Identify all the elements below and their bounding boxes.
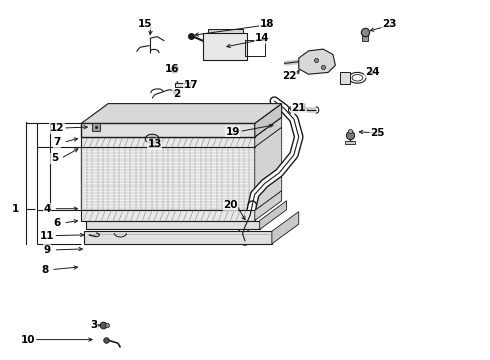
- Text: 12: 12: [49, 123, 64, 133]
- Text: 24: 24: [365, 67, 379, 77]
- Text: 1: 1: [12, 204, 19, 214]
- Bar: [345, 140, 355, 144]
- Text: 11: 11: [40, 231, 54, 240]
- Polygon shape: [272, 212, 299, 244]
- Text: 15: 15: [138, 19, 152, 29]
- Text: 8: 8: [41, 265, 49, 275]
- Polygon shape: [81, 104, 282, 123]
- Text: 25: 25: [369, 129, 384, 138]
- Text: 4: 4: [44, 204, 51, 214]
- Text: 18: 18: [260, 19, 274, 29]
- Polygon shape: [255, 127, 282, 211]
- Text: 6: 6: [53, 218, 60, 228]
- Bar: [174, 83, 188, 87]
- Text: 17: 17: [184, 80, 198, 90]
- Text: 3: 3: [90, 320, 97, 330]
- Polygon shape: [255, 117, 282, 147]
- Bar: [340, 72, 350, 84]
- Polygon shape: [84, 231, 272, 244]
- Text: 10: 10: [20, 334, 35, 345]
- Text: 5: 5: [51, 153, 58, 163]
- Polygon shape: [81, 123, 255, 137]
- Polygon shape: [81, 137, 255, 147]
- Text: 7: 7: [53, 138, 61, 147]
- Polygon shape: [299, 49, 335, 74]
- Text: 2: 2: [173, 89, 180, 99]
- Text: 19: 19: [225, 127, 240, 136]
- Polygon shape: [81, 211, 255, 221]
- Polygon shape: [260, 201, 287, 229]
- Text: 20: 20: [223, 200, 238, 210]
- Text: 21: 21: [292, 103, 306, 113]
- Polygon shape: [255, 191, 282, 221]
- Text: 9: 9: [44, 245, 50, 255]
- Text: 16: 16: [165, 64, 179, 74]
- Polygon shape: [255, 104, 282, 137]
- Text: 13: 13: [147, 139, 162, 149]
- Text: 22: 22: [282, 71, 296, 81]
- FancyBboxPatch shape: [203, 33, 247, 60]
- Bar: [208, 29, 243, 33]
- Polygon shape: [86, 221, 260, 229]
- Bar: [245, 40, 265, 56]
- Polygon shape: [81, 147, 255, 211]
- Text: 23: 23: [382, 19, 396, 29]
- Text: 14: 14: [255, 33, 270, 43]
